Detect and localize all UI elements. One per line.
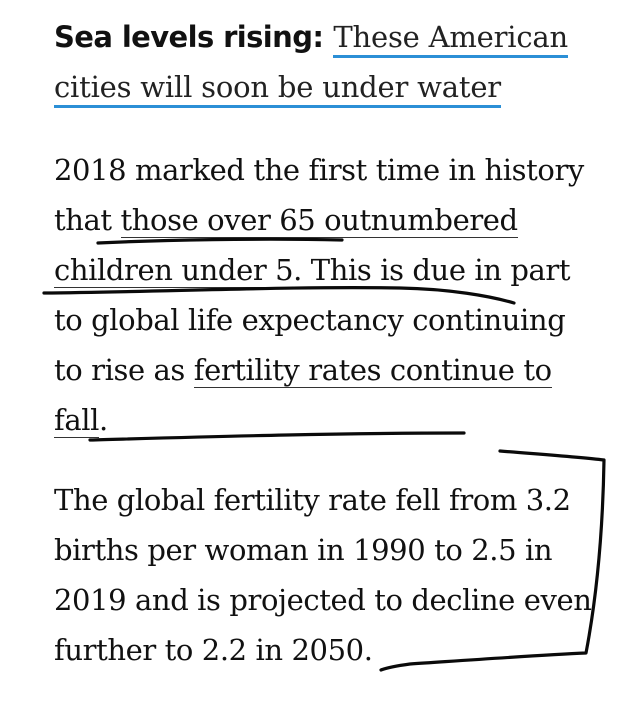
article-body: Sea levels rising: These American cities …: [54, 12, 594, 675]
related-story-label: Sea levels rising:: [54, 20, 324, 54]
paragraph-2: The global fertility rate fell from 3.2 …: [54, 483, 592, 667]
paragraph-1-text-a: 2018 marked the first time in history th…: [54, 153, 584, 237]
related-story: Sea levels rising: These American cities …: [54, 12, 594, 112]
link-over-65[interactable]: those over 65 outnumbered children under…: [54, 203, 518, 288]
link-fertility-rates[interactable]: fertility rates continue to fall: [54, 353, 552, 438]
paragraph-1: 2018 marked the first time in history th…: [54, 145, 594, 445]
paragraph-1-text-b: . This is due in part to global life exp…: [54, 253, 571, 387]
related-story-link[interactable]: These American cities will soon be under…: [54, 20, 568, 108]
paragraph-1-text-c: .: [98, 403, 108, 437]
